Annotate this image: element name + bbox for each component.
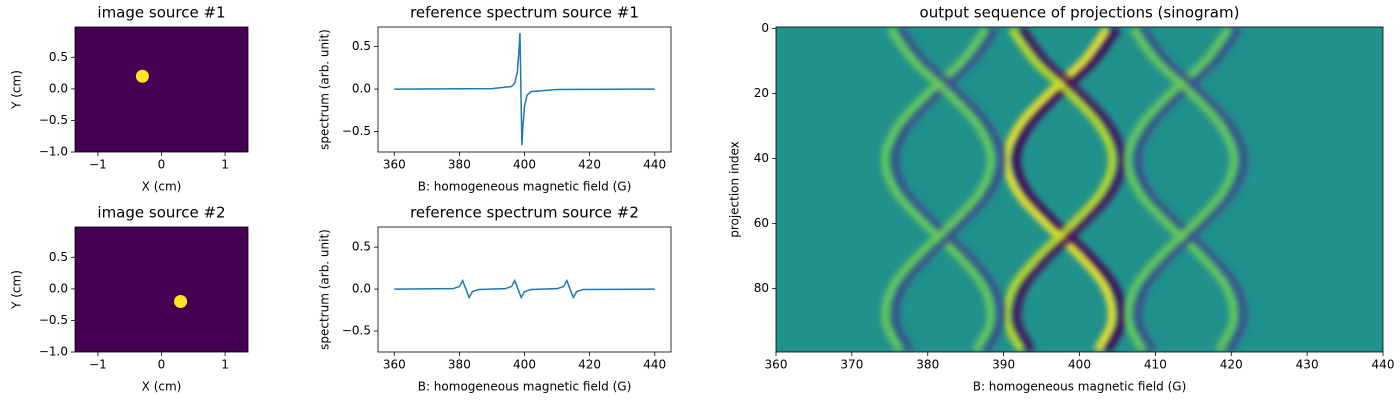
x-tick-label: 420	[1220, 358, 1243, 372]
plot-area	[75, 227, 248, 352]
y-axis-label: spectrum (arb. unit)	[318, 29, 332, 150]
y-tick-label: 0.0	[352, 82, 371, 96]
y-tick-label: 0.0	[49, 281, 68, 295]
y-tick-label: 0.0	[49, 81, 68, 95]
x-tick-label: 380	[916, 358, 939, 372]
spectrum-line	[394, 278, 655, 300]
y-tick-label: −0.5	[342, 124, 371, 138]
chart-title: image source #2	[97, 204, 225, 222]
sinogram-track-positive	[881, 27, 996, 352]
y-tick-label: 80	[754, 281, 769, 295]
image-background	[75, 227, 248, 352]
y-tick-label: 0.5	[352, 240, 371, 254]
x-tick-label: 440	[643, 158, 666, 172]
y-tick-label: −0.5	[39, 113, 68, 127]
x-axis-label: X (cm)	[142, 380, 182, 394]
chart-title: image source #1	[97, 4, 225, 22]
x-tick-label: 420	[578, 158, 601, 172]
y-tick-label: −1.0	[39, 145, 68, 159]
sinogram-background	[776, 27, 1383, 352]
sinogram-track-negative	[890, 27, 1006, 352]
y-tick-label: −1.0	[39, 345, 68, 359]
y-tick-label: 60	[754, 216, 769, 230]
x-tick-label: −1	[89, 158, 107, 172]
y-tick-label: 20	[754, 86, 769, 100]
plot-area	[394, 32, 655, 146]
x-tick-label: 430	[1296, 358, 1319, 372]
y-axis-label: spectrum (arb. unit)	[318, 229, 332, 350]
x-tick-label: 0	[158, 358, 166, 372]
plot-area	[776, 27, 1383, 352]
x-tick-label: 370	[840, 358, 863, 372]
x-tick-label: 360	[383, 358, 406, 372]
y-tick-label: 0	[761, 21, 769, 35]
y-axis-label: Y (cm)	[10, 70, 24, 110]
spectrum-line	[394, 32, 655, 146]
chart-title: reference spectrum source #2	[410, 204, 639, 222]
sinogram-track-positive	[1002, 27, 1117, 352]
x-tick-label: 420	[578, 358, 601, 372]
plot-area	[75, 27, 248, 152]
x-axis-label: B: homogeneous magnetic field (G)	[973, 380, 1187, 394]
x-tick-label: −1	[89, 358, 107, 372]
chart-title: output sequence of projections (sinogram…	[920, 4, 1240, 22]
plot-area	[394, 278, 655, 300]
y-tick-label: −0.5	[342, 324, 371, 338]
image-background	[75, 27, 248, 152]
x-tick-label: 360	[383, 158, 406, 172]
x-axis-label: B: homogeneous magnetic field (G)	[418, 380, 632, 394]
x-tick-label: 440	[643, 358, 666, 372]
x-tick-label: 380	[448, 158, 471, 172]
x-tick-label: 1	[221, 158, 229, 172]
x-tick-label: 400	[513, 158, 536, 172]
sinogram-track-positive	[1123, 27, 1238, 352]
x-axis-label: B: homogeneous magnetic field (G)	[418, 180, 632, 194]
y-tick-label: −0.5	[39, 313, 68, 327]
x-tick-label: 400	[513, 358, 536, 372]
source-spot	[174, 294, 188, 308]
sinogram-track-negative	[1133, 27, 1249, 352]
x-tick-label: 380	[448, 358, 471, 372]
x-tick-label: 1	[221, 358, 229, 372]
x-tick-label: 360	[765, 358, 788, 372]
x-tick-label: 440	[1372, 358, 1395, 372]
y-tick-label: 0.0	[352, 282, 371, 296]
y-tick-label: 0.5	[49, 250, 68, 264]
x-axis-label: X (cm)	[142, 180, 182, 194]
x-tick-label: 0	[158, 158, 166, 172]
y-tick-label: 40	[754, 151, 769, 165]
x-tick-label: 400	[1068, 358, 1091, 372]
y-tick-label: 0.5	[49, 50, 68, 64]
y-axis-label: projection index	[728, 141, 742, 238]
source-spot	[135, 69, 149, 83]
chart-title: reference spectrum source #1	[410, 4, 639, 22]
sinogram-track-negative	[1012, 27, 1127, 352]
y-tick-label: 0.5	[352, 39, 371, 53]
x-tick-label: 390	[992, 358, 1015, 372]
y-axis-label: Y (cm)	[10, 270, 24, 310]
x-tick-label: 410	[1144, 358, 1167, 372]
